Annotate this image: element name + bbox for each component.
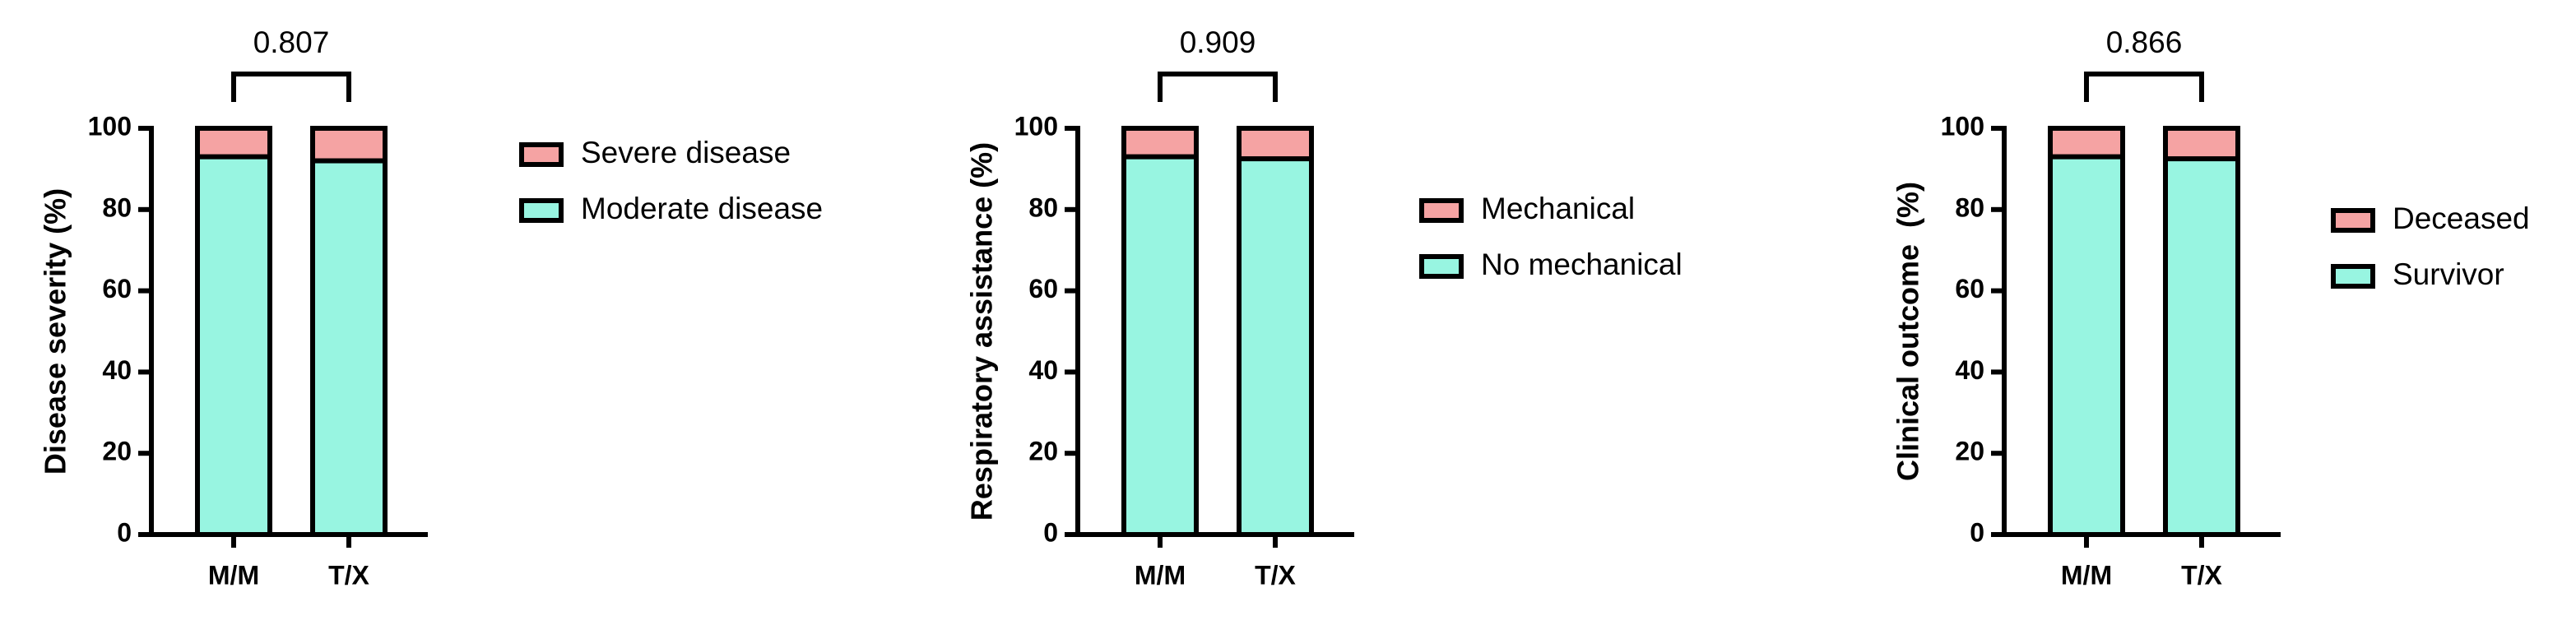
legend-label: No mechanical (1481, 248, 1683, 281)
y-axis-label: Clinical outcome (%) (1891, 182, 1925, 481)
bar-segment (310, 158, 388, 538)
bar-segment (2048, 154, 2125, 538)
bar-segment (1121, 126, 1199, 160)
y-tick-label: 60 (1955, 274, 1984, 303)
y-tick-label: 80 (1028, 192, 1058, 222)
significance-bracket (231, 72, 351, 102)
y-axis-label: Disease severity (%) (39, 188, 72, 475)
y-tick-label: 100 (1941, 111, 1984, 141)
y-tick-label: 40 (1955, 355, 1984, 385)
legend-label: Deceased (2393, 201, 2530, 235)
x-tick-label: T/X (328, 560, 369, 590)
p-value: 0.807 (253, 25, 330, 59)
legend-label: Survivor (2393, 257, 2504, 291)
legend-swatch (2331, 208, 2375, 233)
p-value: 0.866 (2106, 25, 2183, 59)
chart-panel: 0 20 40 60 80 100 Respiratory assistance (%) M/… (965, 25, 1683, 590)
y-tick-label: 40 (1028, 355, 1058, 385)
legend-label: Mechanical (1481, 192, 1635, 225)
legend-swatch (1419, 198, 1464, 223)
bar-segment (310, 126, 388, 164)
significance-bracket (2084, 72, 2204, 102)
y-axis-label: Respiratory assistance (%) (965, 142, 999, 521)
bar-segment (2163, 126, 2240, 162)
x-tick-label: M/M (208, 560, 259, 590)
y-tick-label: 60 (1028, 274, 1058, 303)
chart-panel: 0 20 40 60 80 100 Clinical outcome (%) M/M T/X 0.… (1891, 25, 2530, 590)
x-tick-label: T/X (1255, 560, 1296, 590)
bar-segment (195, 154, 272, 538)
y-tick-label: 40 (102, 355, 132, 385)
significance-bracket (1158, 72, 1278, 102)
legend-label: Moderate disease (581, 192, 823, 225)
bar-segment (1121, 154, 1199, 538)
bar-segment (195, 126, 272, 160)
y-tick-label: 80 (102, 192, 132, 222)
y-tick-label: 20 (1955, 437, 1984, 466)
bar-segment (1237, 156, 1314, 538)
y-tick-label: 0 (117, 517, 132, 547)
x-tick-label: M/M (1135, 560, 1186, 590)
legend-label: Severe disease (581, 136, 791, 169)
y-tick-label: 0 (1043, 517, 1058, 547)
y-tick-label: 100 (1014, 111, 1058, 141)
legend-swatch (2331, 264, 2375, 289)
bar-segment (1237, 126, 1314, 162)
y-tick-label: 100 (88, 111, 132, 141)
y-tick-label: 20 (102, 437, 132, 466)
bar-segment (2163, 156, 2240, 538)
y-tick-label: 60 (102, 274, 132, 303)
chart-panel: 0 20 40 60 80 100 Disease severity (%) M/M T/X 0.… (39, 25, 824, 590)
legend-swatch (1419, 254, 1464, 279)
x-tick-label: T/X (2181, 560, 2222, 590)
y-tick-label: 0 (1970, 517, 1984, 547)
bar-segment (2048, 126, 2125, 160)
x-tick-label: M/M (2061, 560, 2112, 590)
y-tick-label: 80 (1955, 192, 1984, 222)
legend-swatch (519, 198, 564, 223)
p-value: 0.909 (1180, 25, 1256, 59)
legend-swatch (519, 142, 564, 167)
y-tick-label: 20 (1028, 437, 1058, 466)
